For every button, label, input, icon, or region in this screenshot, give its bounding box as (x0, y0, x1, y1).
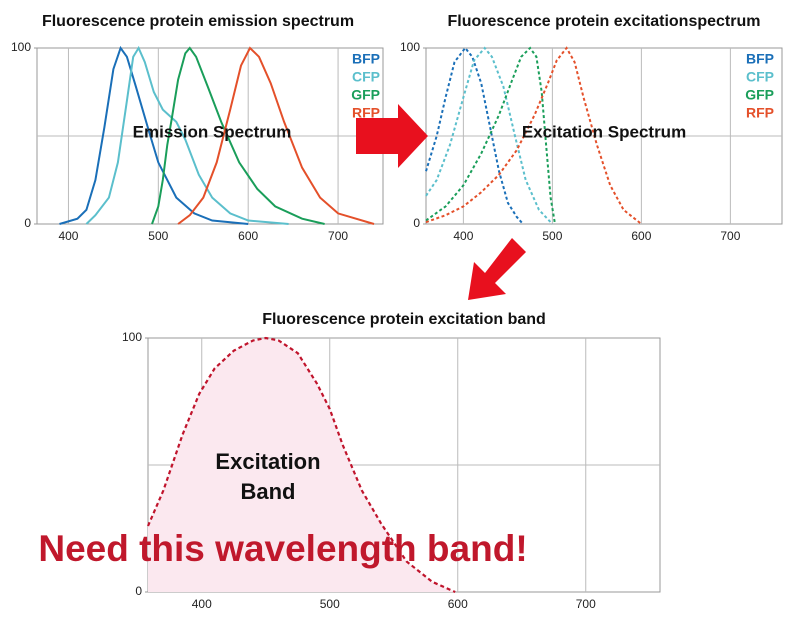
line (425, 46, 524, 225)
x-tick-label: 400 (58, 229, 78, 243)
legend-entry: GFP (351, 87, 380, 103)
annotation: Band (241, 479, 296, 504)
x-tick-label: 600 (238, 229, 258, 243)
y-tick-label: 100 (122, 330, 142, 344)
legend-entry: GFP (745, 87, 774, 103)
legend-entry: BFP (352, 51, 380, 67)
legend-entry: RFP (746, 105, 774, 121)
x-tick-label: 700 (576, 597, 596, 611)
callout: Need this wavelength band! (38, 528, 527, 569)
line (425, 46, 643, 225)
line (85, 45, 289, 225)
x-tick-label: 600 (631, 229, 651, 243)
x-tick-label: 500 (320, 597, 340, 611)
legend-entry: CFP (352, 69, 380, 85)
x-tick-label: 400 (192, 597, 212, 611)
charts: Fluorescence protein emission spectrum 40… (11, 13, 783, 611)
area (148, 338, 456, 592)
line (146, 336, 456, 594)
chart: Fluorescence protein excitation band 400 5… (38, 311, 661, 611)
line (151, 46, 325, 225)
line (177, 46, 375, 225)
chart-title: Fluorescence protein emission spectrum (42, 13, 354, 30)
y-tick-label: 0 (135, 584, 142, 598)
chart-title: Fluorescence protein excitationspectrum (448, 13, 761, 30)
legend-entry: BFP (746, 51, 774, 67)
annotation: Excitation (215, 449, 320, 474)
chart: Fluorescence protein excitationspectrum 4… (400, 13, 783, 243)
line (59, 45, 249, 225)
x-tick-label: 500 (148, 229, 168, 243)
annotation: Excitation Spectrum (522, 122, 686, 141)
legend-entry: RFP (352, 105, 380, 121)
x-tick-label: 700 (328, 229, 348, 243)
x-tick-label: 700 (720, 229, 740, 243)
y-tick-label: 100 (400, 40, 420, 54)
chart: Fluorescence protein emission spectrum 40… (11, 13, 384, 243)
y-tick-label: 100 (11, 40, 31, 54)
annotation: Emission Spectrum (133, 122, 292, 141)
x-tick-label: 500 (542, 229, 562, 243)
arrow-right (356, 104, 428, 168)
y-tick-label: 0 (24, 216, 31, 230)
legend-entry: CFP (746, 69, 774, 85)
chart-title: Fluorescence protein excitation band (262, 311, 546, 328)
arrow-down-left (468, 238, 526, 300)
y-tick-label: 0 (413, 216, 420, 230)
line (425, 46, 554, 225)
x-tick-label: 400 (453, 229, 473, 243)
x-tick-label: 600 (448, 597, 468, 611)
line (425, 46, 556, 225)
